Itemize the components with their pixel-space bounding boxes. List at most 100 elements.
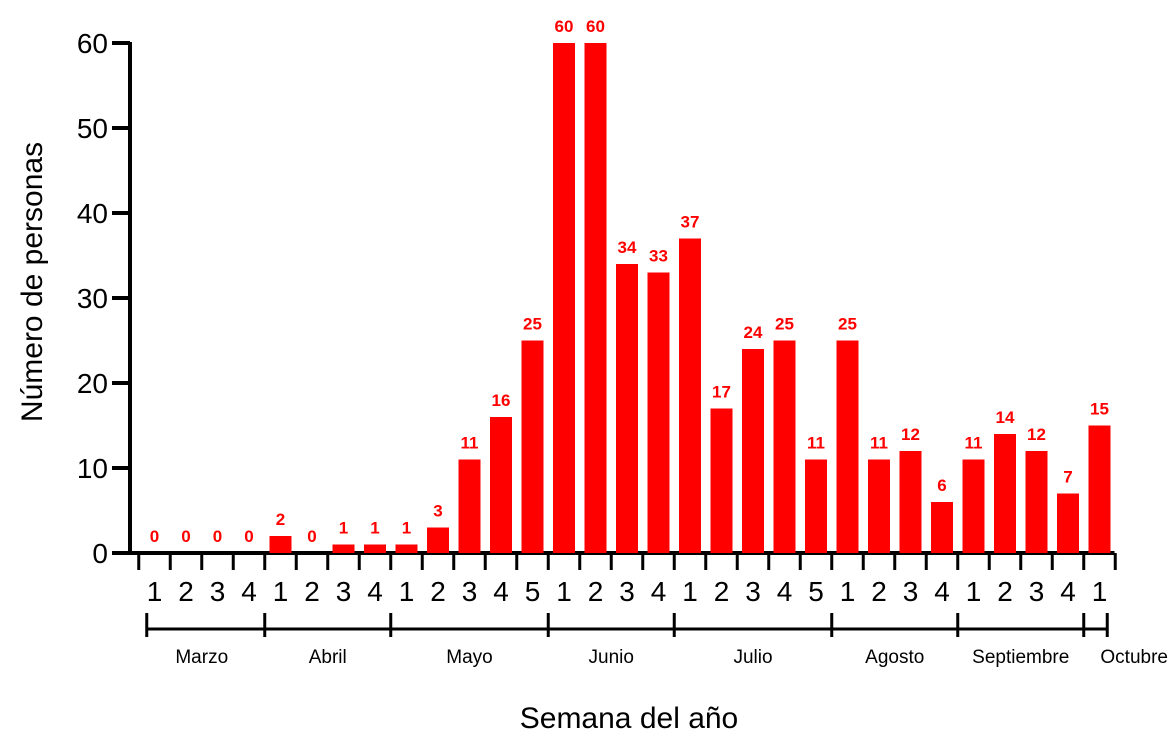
bar [868, 459, 890, 553]
bar-value-label: 25 [775, 315, 794, 334]
bar [1025, 451, 1048, 553]
bar-value-label: 1 [402, 519, 411, 538]
bar-value-label: 6 [937, 476, 946, 495]
month-label: Marzo [175, 647, 228, 668]
bar-value-label: 11 [870, 434, 888, 453]
bar-value-label: 12 [1027, 425, 1046, 444]
bar [994, 434, 1016, 553]
y-axis-title: Número de personas [16, 142, 49, 422]
y-tick-label: 20 [77, 368, 108, 399]
bar-value-label: 0 [307, 527, 316, 546]
bar-value-label: 1 [370, 519, 379, 538]
y-tick-label: 50 [77, 113, 108, 144]
bar [584, 43, 607, 553]
month-label: Mayo [446, 647, 492, 668]
x-tick-label: 5 [525, 576, 541, 607]
y-tick-label: 0 [92, 538, 108, 569]
y-tick-label: 10 [77, 453, 108, 484]
x-tick-label: 1 [1092, 576, 1108, 607]
month-label: Junio [589, 647, 634, 668]
bar-value-label: 37 [681, 213, 700, 232]
month-label: Julio [733, 647, 772, 668]
x-tick-label: 4 [241, 576, 257, 607]
bar-value-label: 11 [461, 434, 479, 453]
x-tick-label: 4 [1060, 576, 1076, 607]
bar [773, 340, 796, 553]
x-tick-label: 2 [304, 576, 320, 607]
bar-value-label: 25 [838, 315, 857, 334]
x-tick-label: 3 [336, 576, 352, 607]
bar-value-label: 12 [901, 425, 920, 444]
bar [364, 544, 386, 553]
bar-value-label: 25 [523, 315, 542, 334]
x-axis-title: Semana del año [520, 702, 739, 731]
x-tick-label: 1 [556, 576, 572, 607]
x-tick-label: 1 [273, 576, 289, 607]
bar [710, 408, 733, 553]
y-tick-label: 40 [77, 198, 108, 229]
bar [1057, 493, 1079, 553]
bar-value-label: 3 [433, 502, 442, 521]
bar-value-label: 14 [996, 408, 1015, 427]
bar [805, 459, 827, 553]
bar [742, 349, 764, 553]
x-tick-label: 1 [399, 576, 415, 607]
bar [836, 340, 859, 553]
x-tick-label: 4 [934, 576, 950, 607]
bar-value-label: 60 [555, 17, 574, 36]
month-label: Septiembre [972, 647, 1069, 668]
bar-value-label: 0 [181, 527, 190, 546]
x-tick-label: 4 [777, 576, 793, 607]
x-tick-label: 2 [871, 576, 887, 607]
bar [269, 536, 292, 553]
bar-value-label: 60 [586, 17, 605, 36]
bar [647, 272, 670, 553]
x-tick-label: 1 [966, 576, 982, 607]
y-axis: 0 10 20 30 40 50 60 [77, 28, 132, 569]
bars [269, 43, 1111, 553]
bar [490, 417, 512, 553]
bar-value-label: 33 [649, 247, 668, 266]
x-tick-label: 3 [745, 576, 761, 607]
bar [1088, 425, 1111, 553]
bar-value-label: 11 [965, 434, 983, 453]
month-label: Agosto [865, 647, 924, 668]
y-tick-label: 60 [77, 28, 108, 59]
x-tick-label: 4 [493, 576, 509, 607]
bar-value-label: 24 [744, 323, 763, 342]
bar-value-label: 16 [492, 391, 511, 410]
bar-value-label: 0 [244, 527, 253, 546]
x-tick-label: 2 [588, 576, 604, 607]
x-tick-label: 5 [808, 576, 824, 607]
x-tick-label: 1 [840, 576, 856, 607]
x-tick-label: 2 [430, 576, 446, 607]
x-tick-label: 3 [903, 576, 919, 607]
bar [553, 43, 575, 553]
y-tick-label: 30 [77, 283, 108, 314]
bar-value-label: 1 [339, 519, 348, 538]
x-tick-label: 1 [147, 576, 163, 607]
bar-value-label: 0 [150, 527, 159, 546]
month-groups: Marzo Abril Mayo Junio Julio Agosto Septiembre… [145, 613, 1168, 668]
x-tick-label: 4 [367, 576, 383, 607]
bar-value-label: 34 [618, 238, 637, 257]
bar [931, 502, 953, 553]
bar [458, 459, 481, 553]
bar-value-label: 7 [1063, 468, 1072, 487]
bar-value-label: 0 [213, 527, 222, 546]
bar [521, 340, 544, 553]
bar [679, 238, 701, 553]
x-tick-label: 2 [178, 576, 194, 607]
bar-value-label: 15 [1090, 400, 1109, 419]
month-label: Octubre [1100, 647, 1168, 668]
bar [899, 451, 922, 553]
x-tick-label: 2 [997, 576, 1013, 607]
x-tick-label: 1 [682, 576, 698, 607]
bar [332, 544, 355, 553]
bar-value-label: 11 [807, 434, 825, 453]
bar [962, 459, 985, 553]
x-tick-label: 3 [619, 576, 635, 607]
